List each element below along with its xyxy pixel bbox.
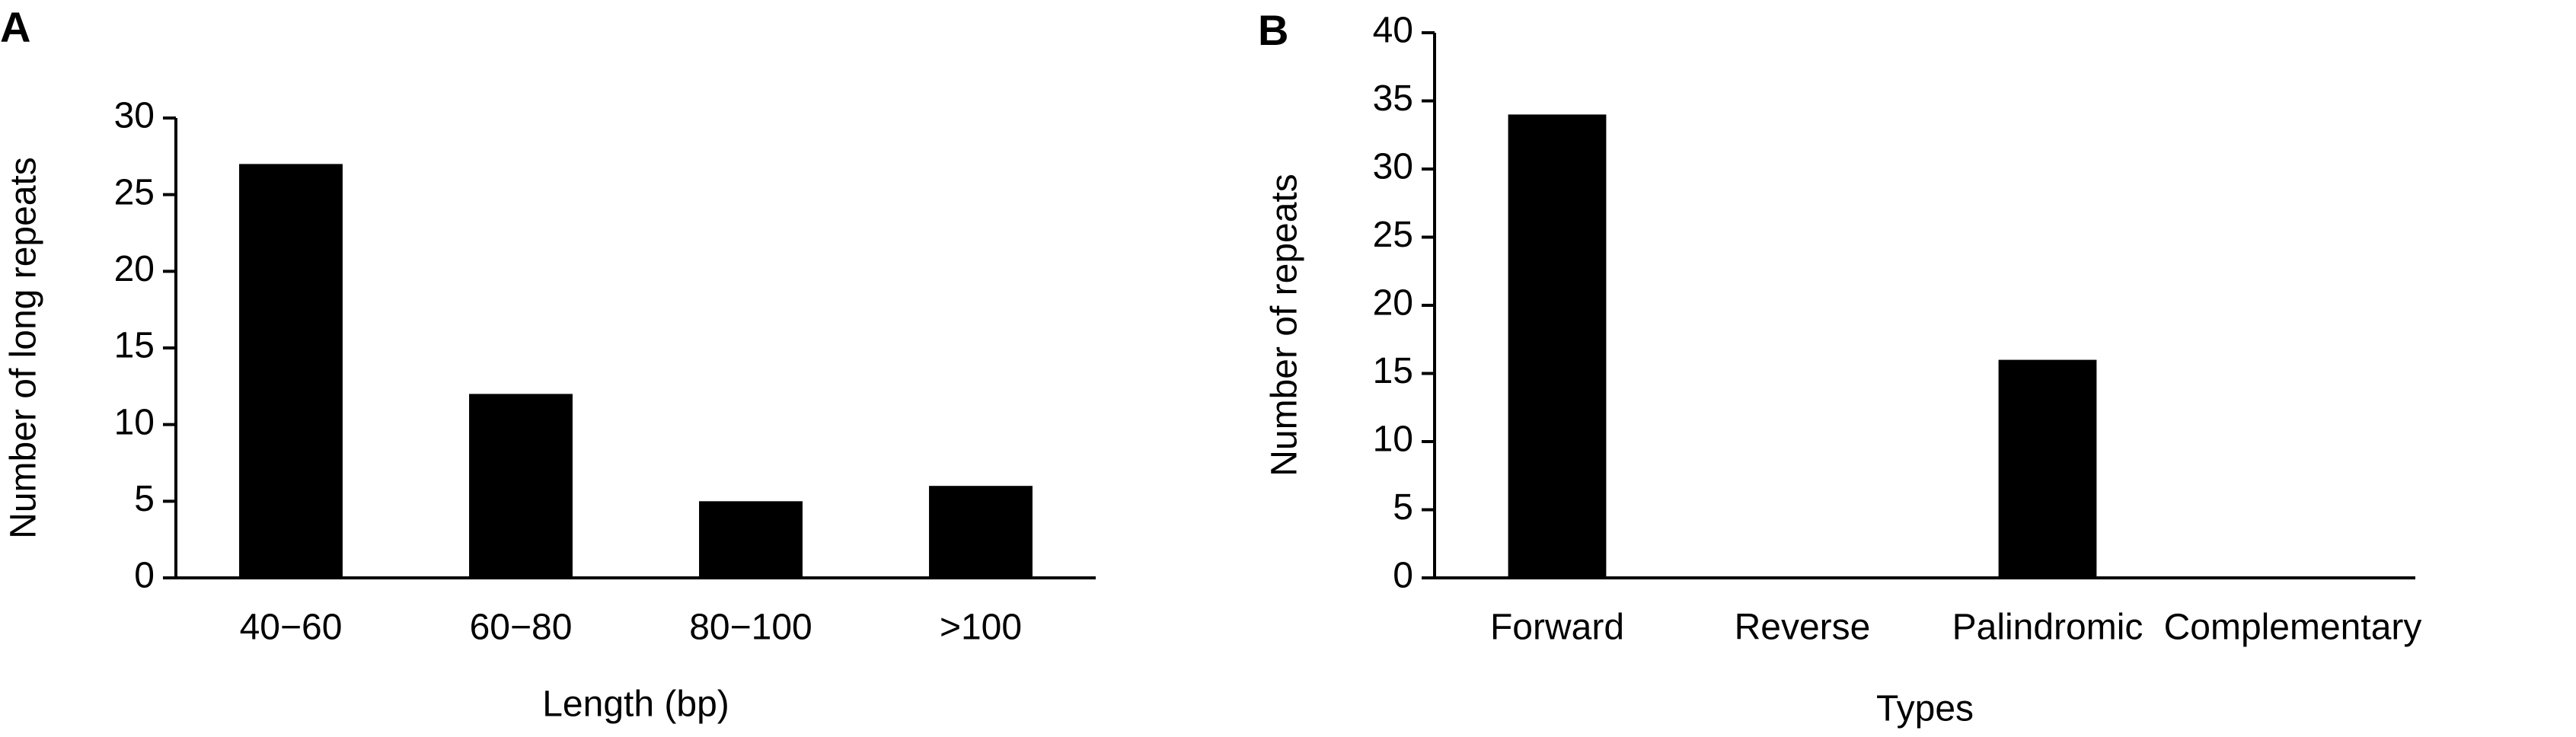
y-tick-label: 35 bbox=[1373, 78, 1413, 119]
y-tick-label: 0 bbox=[134, 556, 155, 596]
bar bbox=[699, 501, 803, 578]
bar bbox=[239, 164, 343, 578]
y-tick-label: 40 bbox=[1373, 11, 1413, 51]
y-tick-label: 25 bbox=[114, 172, 155, 212]
y-tick-label: 5 bbox=[1393, 487, 1413, 528]
y-tick-label: 20 bbox=[114, 249, 155, 289]
x-tick-label: 40−60 bbox=[240, 608, 343, 648]
x-axis-label: Types bbox=[1876, 689, 1974, 729]
x-tick-label: 80−100 bbox=[689, 608, 812, 648]
y-tick-label: 10 bbox=[1373, 420, 1413, 460]
y-axis-label: Number of long repeats bbox=[4, 157, 44, 539]
y-tick-label: 30 bbox=[114, 96, 155, 136]
panel-label: B bbox=[1258, 6, 1288, 54]
y-tick-label: 5 bbox=[134, 479, 155, 519]
x-tick-label: Palindromic bbox=[1952, 608, 2143, 648]
bar bbox=[1998, 359, 2097, 578]
x-tick-label: 60−80 bbox=[470, 608, 573, 648]
panel-label: A bbox=[0, 3, 30, 51]
y-tick-label: 20 bbox=[1373, 283, 1413, 324]
y-tick-label: 15 bbox=[114, 326, 155, 366]
x-tick-label: Forward bbox=[1490, 608, 1624, 648]
y-tick-label: 15 bbox=[1373, 351, 1413, 391]
bar bbox=[469, 394, 573, 578]
bar bbox=[1508, 114, 1607, 578]
x-axis-label: Length (bp) bbox=[542, 684, 729, 725]
bar bbox=[929, 486, 1033, 578]
x-tick-label: Reverse bbox=[1735, 608, 1871, 648]
x-tick-label: Complementary bbox=[2164, 608, 2422, 648]
y-axis-label: Number of repeats bbox=[1265, 174, 1305, 477]
x-tick-label: >100 bbox=[940, 608, 1022, 648]
y-tick-label: 10 bbox=[114, 402, 155, 442]
y-tick-label: 30 bbox=[1373, 147, 1413, 187]
y-tick-label: 25 bbox=[1373, 215, 1413, 255]
y-tick-label: 0 bbox=[1393, 556, 1413, 596]
